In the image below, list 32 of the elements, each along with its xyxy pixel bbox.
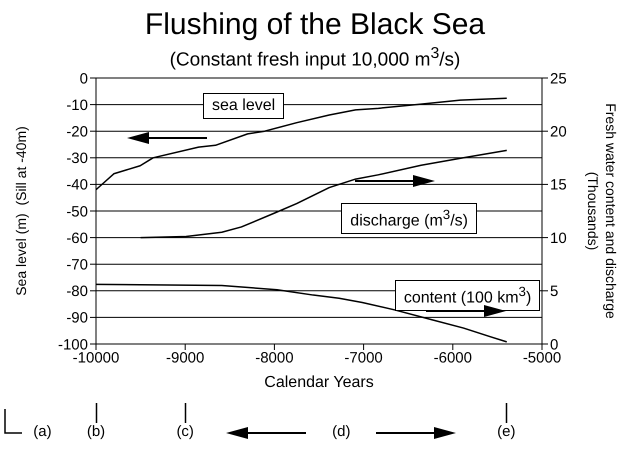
series-label: content (100 km$^{3}$) (394, 280, 540, 312)
y-tick-label: -80 (66, 283, 88, 300)
y2-tick-label: 20 (550, 124, 567, 141)
y2-tick-label: 25 (550, 70, 567, 88)
series-label: discharge (m$^{3}$/s) (341, 203, 477, 234)
text: (a) (32, 423, 53, 440)
y-tick-label: -70 (66, 256, 88, 274)
text: (e) (496, 423, 516, 440)
x-tick-label: -7000 (344, 350, 383, 367)
y2-tick-label: 5 (550, 283, 558, 300)
text: (c) (175, 423, 195, 440)
x-tick-label: -9000 (166, 350, 204, 367)
y-tick-label: -30 (66, 150, 88, 168)
y-axis-title: Sea level (m) (Sill at -40m) (13, 126, 29, 296)
x-tick-label: -6000 (434, 350, 472, 367)
chart-title: Flushing of the Black Sea (144, 8, 486, 42)
y2-tick-label: 10 (550, 230, 567, 247)
y-tick-label: -10 (66, 96, 88, 114)
y-tick-label: -50 (66, 203, 88, 220)
x-tick-label: -8000 (255, 350, 294, 367)
text: (d) (331, 423, 352, 440)
y-tick-label: -20 (66, 124, 88, 141)
chart-subtitle: (Constant fresh input 10,000 m$^{3}$/s) (170, 45, 460, 70)
y2-tick-label: 15 (550, 176, 567, 194)
y-tick-label: -60 (66, 230, 88, 247)
y-tick-label: -40 (66, 176, 88, 194)
y-tick-label: 0 (80, 70, 88, 88)
y-tick-label: -90 (66, 310, 88, 327)
y2-axis-title: Fresh water content and discharge (Thousands) (584, 103, 620, 319)
text: (b) (86, 423, 106, 440)
x-axis-title: Calendar Years (263, 374, 375, 392)
series-label: sea level (203, 92, 284, 119)
